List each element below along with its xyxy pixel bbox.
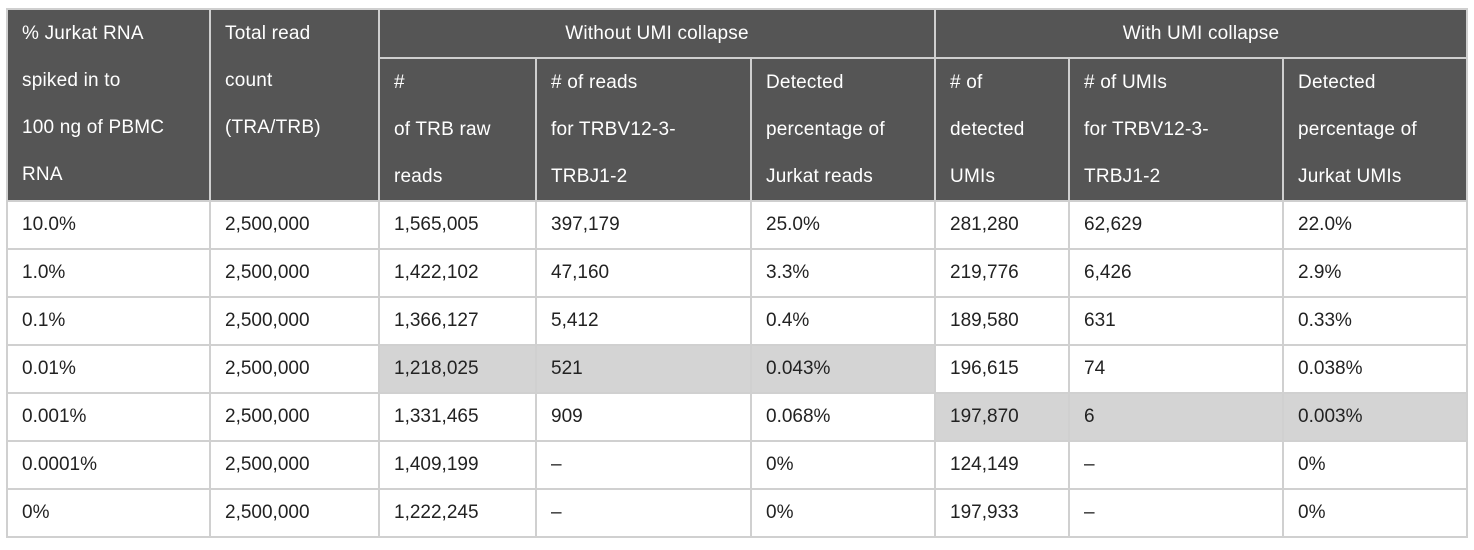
table-cell: 0% [749,488,937,538]
table-cell: 196,615 [934,344,1071,394]
table-cell: 2,500,000 [209,440,380,490]
header-detected-percent-reads: Detected percentage of Jurkat reads [749,57,937,202]
table-cell: 1,422,102 [378,248,537,298]
table-cell: – [1068,488,1285,538]
table-cell: – [535,488,752,538]
table-cell: 2,500,000 [209,248,380,298]
table-row: 0.01% 2,500,000 1,218,025 521 0.043% 196… [6,344,1469,394]
table-cell: 0.01% [6,344,211,394]
table-cell: 2,500,000 [209,344,380,394]
table-row: 1.0% 2,500,000 1,422,102 47,160 3.3% 219… [6,248,1469,298]
table-cell: 3.3% [749,248,937,298]
table-cell: 0.038% [1282,344,1469,394]
table-container: % Jurkat RNA spiked in to 100 ng of PBMC… [6,8,1469,538]
table-cell: 2,500,000 [209,488,380,538]
data-table: % Jurkat RNA spiked in to 100 ng of PBMC… [6,8,1469,538]
table-cell: 47,160 [535,248,752,298]
highlighted-cell: 0.003% [1282,392,1469,442]
table-cell: 1.0% [6,248,211,298]
table-cell: 2.9% [1282,248,1469,298]
table-cell: 909 [535,392,752,442]
highlighted-cell: 521 [535,344,752,394]
highlighted-cell: 0.043% [749,344,937,394]
table-cell: 1,331,465 [378,392,537,442]
table-cell: 1,409,199 [378,440,537,490]
header-detected-percent-umis: Detected percentage of Jurkat UMIs [1282,57,1469,202]
header-group-with-umi: With UMI collapse [934,8,1469,59]
highlighted-cell: 197,870 [934,392,1071,442]
highlighted-cell: 6 [1068,392,1285,442]
table-cell: 397,179 [535,200,752,250]
header-detected-umis: # of detected UMIs [934,57,1071,202]
table-cell: 0% [749,440,937,490]
table-cell: 219,776 [934,248,1071,298]
table-cell: 0.068% [749,392,937,442]
table-cell: 124,149 [934,440,1071,490]
table-cell: 281,280 [934,200,1071,250]
table-cell: 197,933 [934,488,1071,538]
highlighted-cell: 1,218,025 [378,344,537,394]
table-cell: 0.0001% [6,440,211,490]
table-cell: 2,500,000 [209,296,380,346]
header-group-without-umi: Without UMI collapse [377,8,937,59]
table-cell: – [535,440,752,490]
table-cell: 62,629 [1068,200,1285,250]
table-cell: 0% [6,488,211,538]
table-row: 0.001% 2,500,000 1,331,465 909 0.068% 19… [6,392,1469,442]
table-cell: – [1068,440,1285,490]
table-cell: 2,500,000 [209,200,380,250]
table-cell: 0.001% [6,392,211,442]
table-row: 10.0% 2,500,000 1,565,005 397,179 25.0% … [6,200,1469,250]
table-cell: 22.0% [1282,200,1469,250]
header-umis-trbv: # of UMIs for TRBV12-3- TRBJ1-2 [1068,57,1285,202]
table-cell: 631 [1068,296,1285,346]
header-trb-raw-reads: # of TRB raw reads [378,57,537,202]
table-cell: 2,500,000 [209,392,380,442]
header-jurkat-percent: % Jurkat RNA spiked in to 100 ng of PBMC… [6,8,211,202]
table-cell: 0.33% [1282,296,1469,346]
table-cell: 1,565,005 [378,200,537,250]
table-cell: 0% [1282,488,1469,538]
header-reads-trbv: # of reads for TRBV12-3- TRBJ1-2 [535,57,752,202]
table-row: 0.0001% 2,500,000 1,409,199 – 0% 124,149… [6,440,1469,490]
table-cell: 5,412 [535,296,752,346]
table-cell: 25.0% [749,200,937,250]
table-cell: 1,222,245 [378,488,537,538]
table-cell: 1,366,127 [378,296,537,346]
table-cell: 10.0% [6,200,211,250]
table-cell: 0.1% [6,296,211,346]
table-row: 0.1% 2,500,000 1,366,127 5,412 0.4% 189,… [6,296,1469,346]
table-cell: 74 [1068,344,1285,394]
table-row: 0% 2,500,000 1,222,245 – 0% 197,933 – 0% [6,488,1469,538]
header-total-read-count: Total read count (TRA/TRB) [209,8,380,202]
table-cell: 6,426 [1068,248,1285,298]
table-cell: 0.4% [749,296,937,346]
table-cell: 0% [1282,440,1469,490]
table-cell: 189,580 [934,296,1071,346]
